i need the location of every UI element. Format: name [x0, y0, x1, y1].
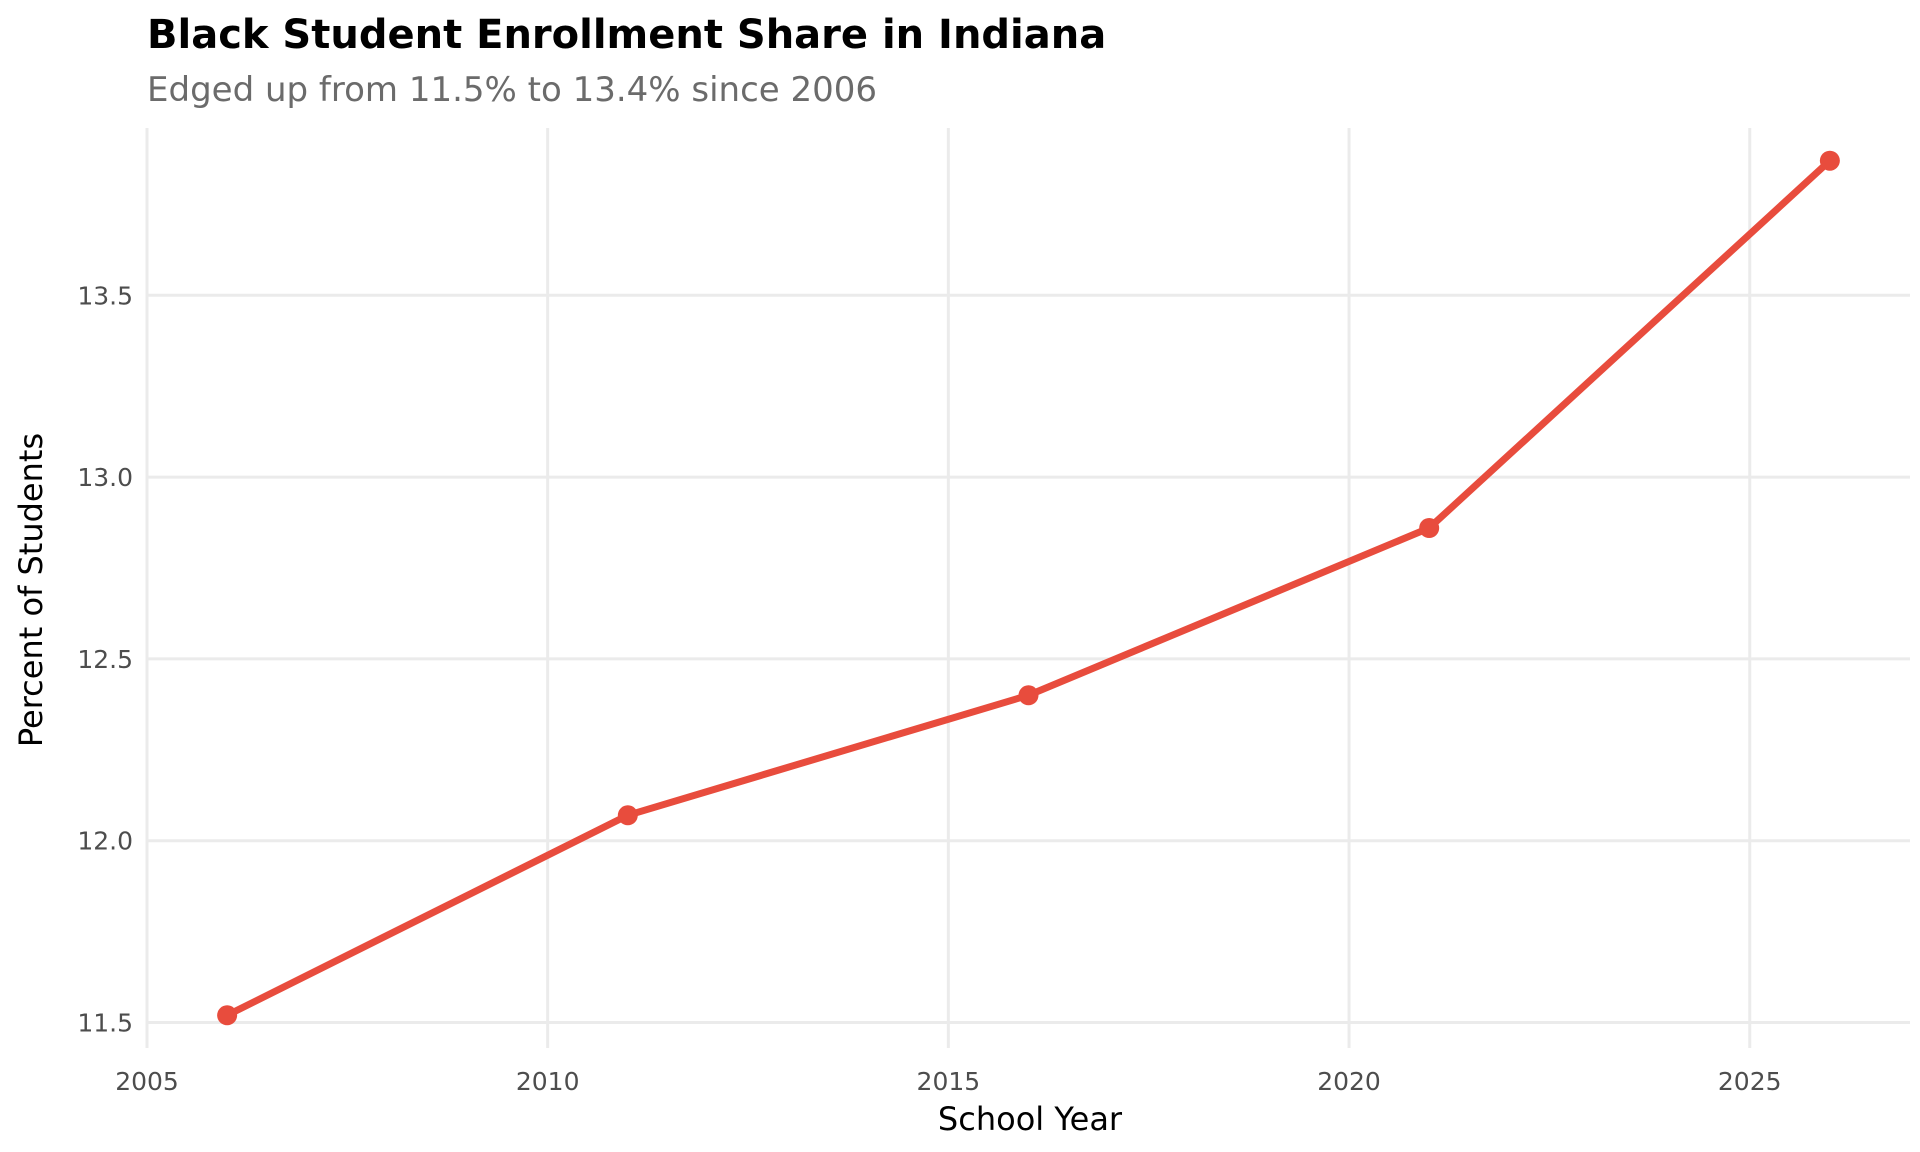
x-tick-label: 2020	[1317, 1067, 1381, 1096]
chart-subtitle: Edged up from 11.5% to 13.4% since 2006	[147, 70, 878, 110]
data-point	[617, 805, 638, 826]
x-axis-title: School Year	[938, 1100, 1123, 1138]
x-tick-label: 2010	[516, 1067, 580, 1096]
data-point	[1018, 685, 1039, 706]
x-tick-label: 2025	[1718, 1067, 1782, 1096]
y-tick-label: 12.0	[77, 827, 133, 856]
y-tick-label: 11.5	[77, 1009, 133, 1038]
y-tick-label: 12.5	[77, 645, 133, 674]
chart-title: Black Student Enrollment Share in Indian…	[147, 12, 1107, 58]
y-axis-title: Percent of Students	[12, 433, 50, 747]
y-tick-label: 13.5	[77, 281, 133, 310]
grid	[145, 128, 1910, 1048]
x-tick-label: 2015	[917, 1067, 981, 1096]
series-line	[223, 157, 1834, 1019]
series-group	[217, 150, 1840, 1026]
data-point	[1819, 150, 1840, 171]
x-tick-label: 2005	[115, 1067, 179, 1096]
y-axis-ticks: 11.5 12.0 12.5 13.0 13.5	[77, 281, 133, 1037]
y-tick-label: 13.0	[77, 463, 133, 492]
x-axis-ticks: 2005 2010 2015 2020 2025	[115, 1067, 1781, 1096]
data-point	[217, 1005, 238, 1026]
data-point	[1419, 518, 1440, 538]
